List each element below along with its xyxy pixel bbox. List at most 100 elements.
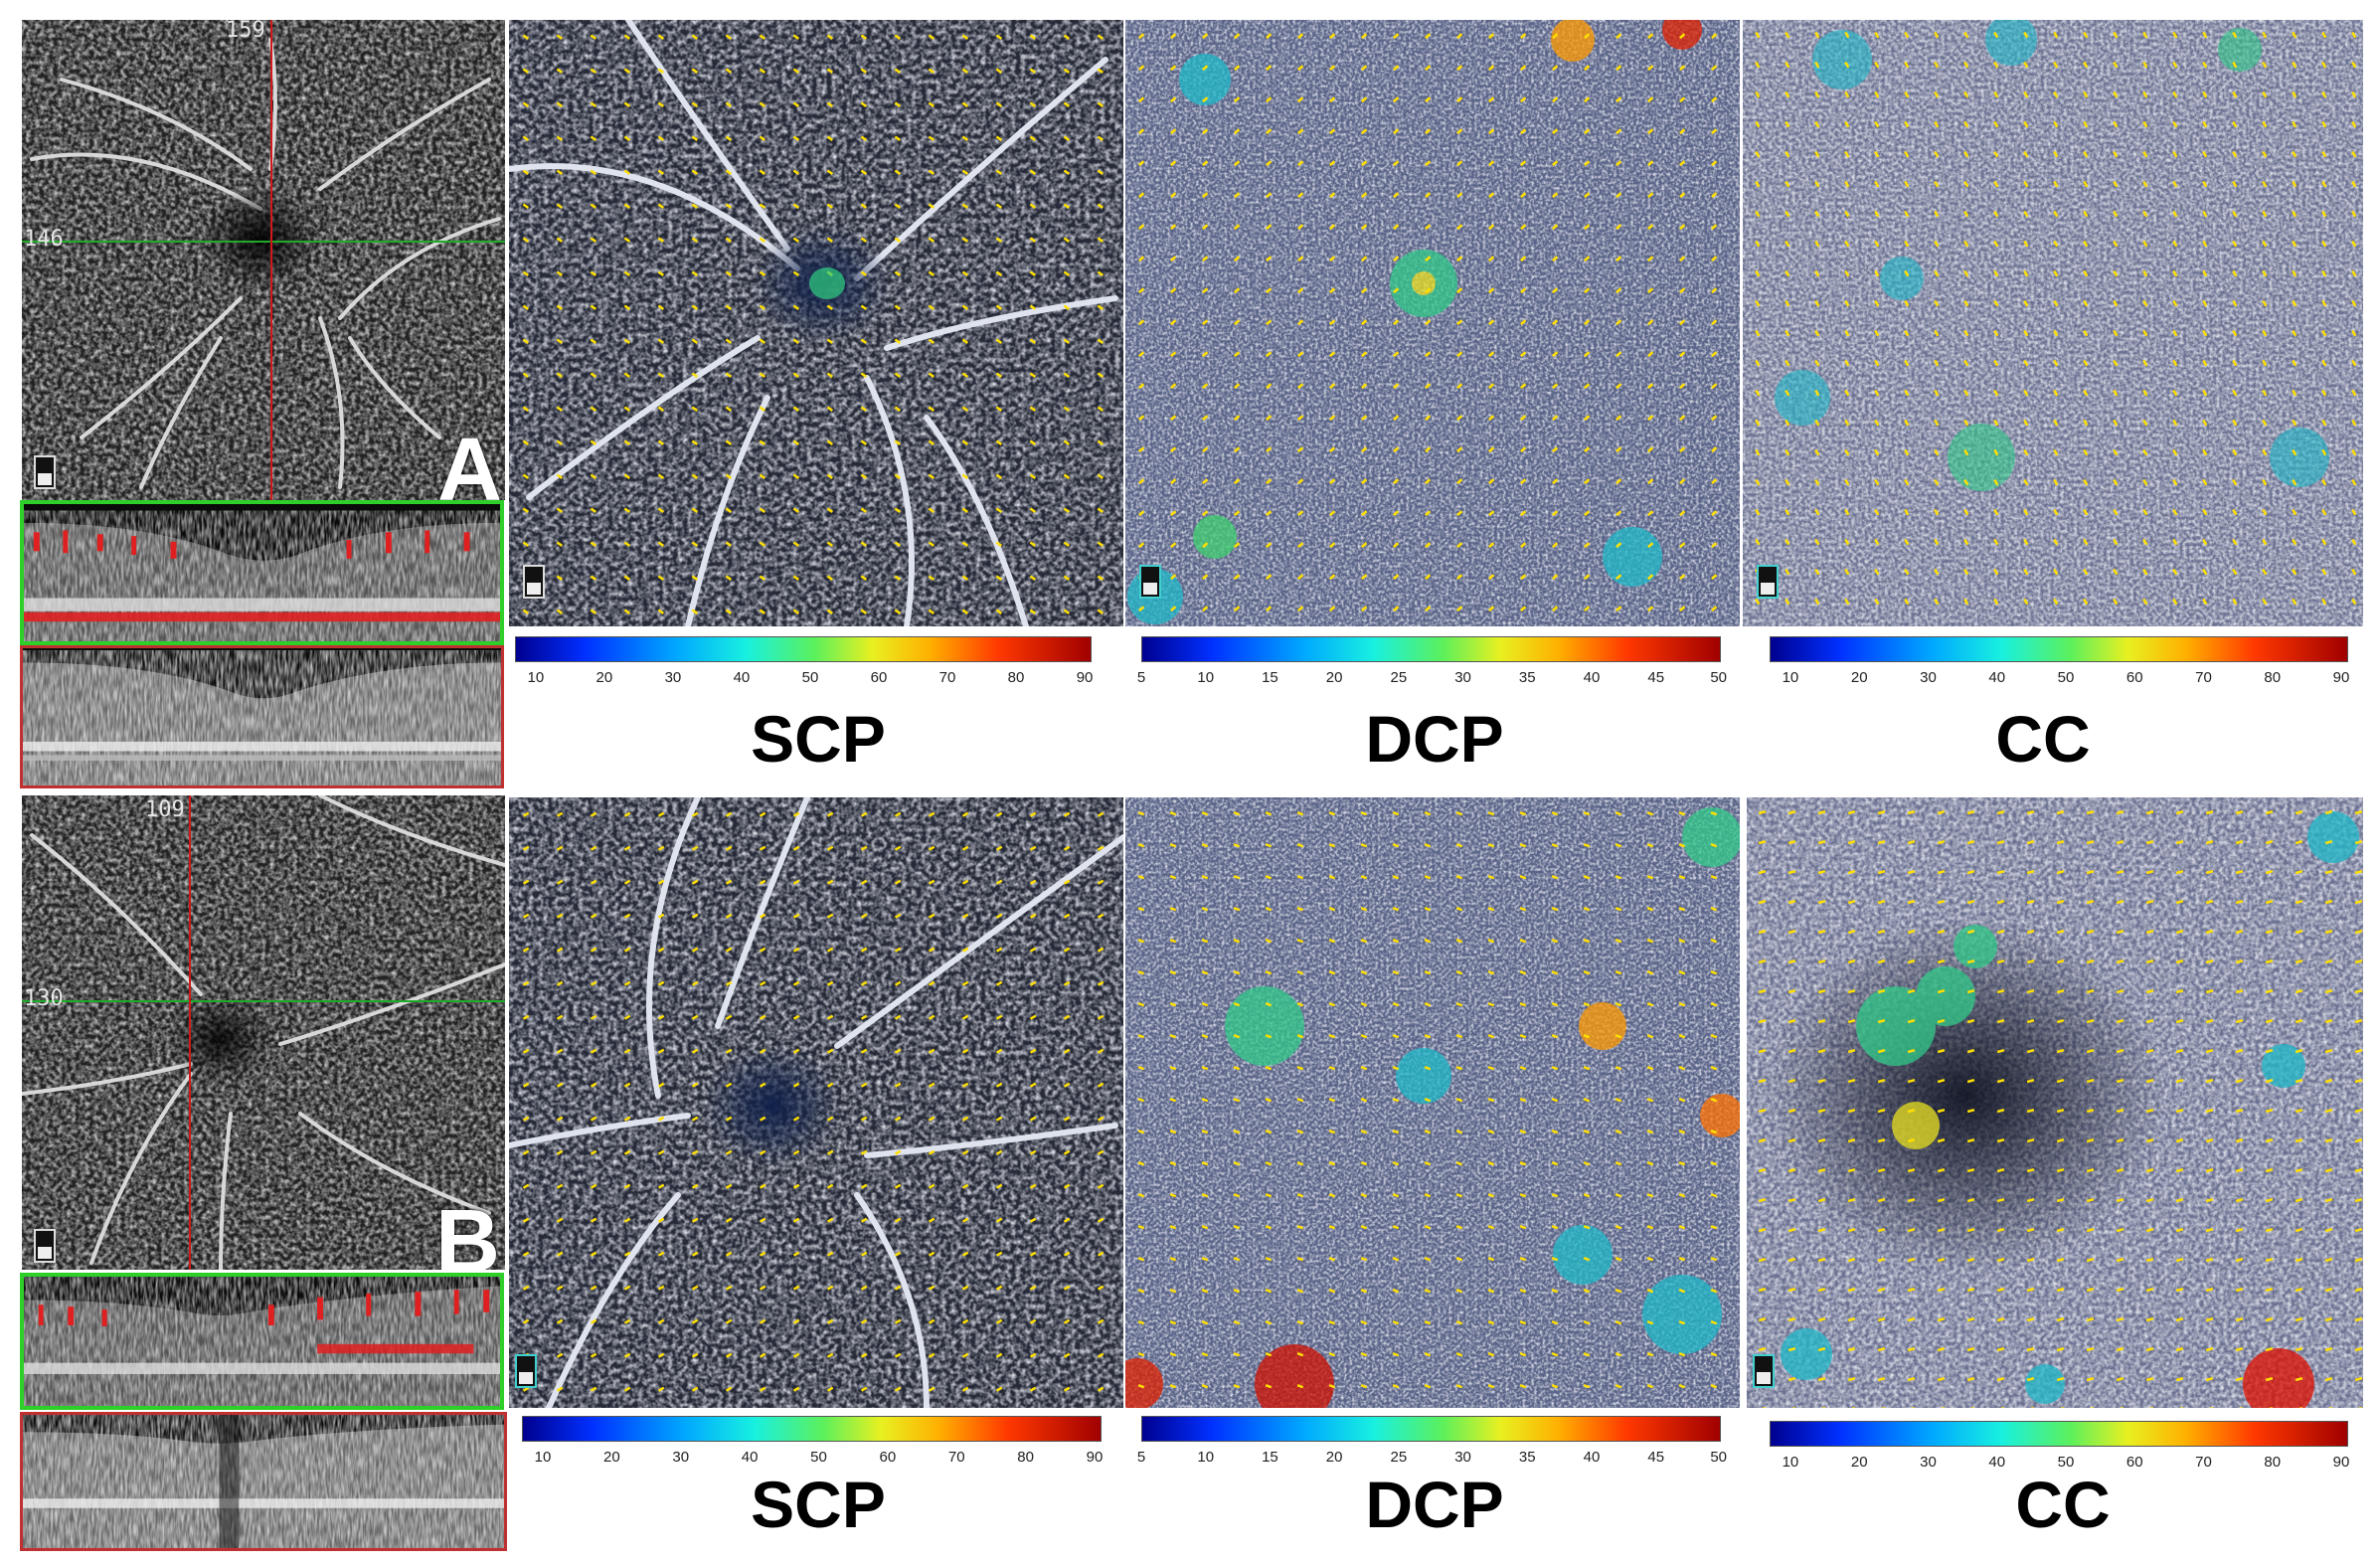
tick-label: 35 [1518, 1449, 1536, 1466]
tick-label: 25 [1390, 1449, 1408, 1466]
tick-label: 70 [947, 1449, 965, 1466]
octa-en-face-a: 159 146 A [22, 20, 505, 500]
tick-label: 90 [2332, 669, 2350, 686]
horizontal-position-line [22, 1000, 505, 1002]
tick-label: 30 [1454, 669, 1471, 686]
tick-label: 50 [2057, 669, 2075, 686]
layer-label-dcp: DCP [1365, 1468, 1504, 1541]
vessel-image-a [22, 20, 505, 500]
tick-label: 45 [1647, 669, 1665, 686]
layer-label-dcp: DCP [1365, 702, 1504, 776]
tick-label: 30 [672, 1449, 690, 1466]
tick-label: 20 [1325, 669, 1343, 686]
layer-label-cc: CC [2015, 1468, 2111, 1541]
scale-bar-icon [523, 565, 545, 599]
scp-map-b [509, 797, 1123, 1408]
dcp-vector-map-b [1125, 797, 1740, 1408]
tick-label: 40 [1988, 669, 2006, 686]
tick-label: 10 [1197, 1449, 1215, 1466]
scale-bar-icon [515, 1354, 537, 1388]
scale-bar-icon [1139, 565, 1161, 599]
layer-label-scp: SCP [751, 1468, 886, 1541]
octa-en-face-b: 109 130 B [22, 795, 505, 1270]
top-position-number: 109 [145, 797, 185, 822]
scp-vector-map-b [509, 797, 1123, 1408]
layer-label-scp: SCP [751, 702, 886, 776]
tick-label: 80 [2264, 1454, 2282, 1471]
tick-label: 50 [1710, 1449, 1727, 1466]
bscan-flow-b [20, 1273, 504, 1410]
dcp-map-b [1125, 797, 1740, 1408]
colorbar-cc-a [1770, 636, 2348, 662]
tick-label: 10 [1782, 669, 1799, 686]
tick-label: 30 [664, 669, 682, 686]
tick-label: 15 [1262, 669, 1278, 686]
scp-vector-map-a [509, 20, 1123, 626]
tick-label: 20 [1850, 1454, 1868, 1471]
tick-label: 30 [1454, 1449, 1471, 1466]
tick-label: 10 [1782, 1454, 1799, 1471]
panel-letter: B [435, 1192, 500, 1270]
scale-bar-icon [1757, 565, 1779, 599]
colorbar-ticks-dcp-b: 5 10 15 20 25 30 35 40 45 50 [1137, 1449, 1727, 1471]
cc-map-a [1743, 20, 2363, 626]
tick-label: 45 [1647, 1449, 1665, 1466]
tick-label: 10 [527, 669, 545, 686]
scp-map-a [509, 20, 1123, 626]
bscan-flow-a [20, 500, 504, 645]
tick-label: 30 [1920, 669, 1937, 686]
top-position-number: 159 [226, 20, 265, 43]
vessel-image-b [22, 795, 505, 1270]
tick-label: 40 [1583, 669, 1601, 686]
tick-label: 60 [2125, 669, 2143, 686]
colorbar-dcp-a [1141, 636, 1721, 662]
tick-label: 80 [2264, 669, 2282, 686]
colorbar-ticks-cc-b: 10 20 30 40 50 60 70 80 90 [1770, 1454, 2350, 1476]
tick-label: 40 [733, 669, 751, 686]
tick-label: 30 [1920, 1454, 1937, 1471]
colorbar-ticks-cc-a: 10 20 30 40 50 60 70 80 90 [1770, 669, 2350, 691]
tick-label: 10 [534, 1449, 552, 1466]
tick-label: 40 [741, 1449, 759, 1466]
colorbar-ticks-scp-b: 10 20 30 40 50 60 70 80 90 [522, 1449, 1104, 1471]
bscan-structure-b [20, 1412, 507, 1551]
colorbar-ticks-scp-a: 10 20 30 40 50 60 70 80 90 [515, 669, 1094, 691]
scale-bar-icon [34, 1229, 56, 1263]
tick-label: 5 [1136, 669, 1146, 686]
tick-label: 40 [1988, 1454, 2006, 1471]
cc-map-b [1747, 797, 2363, 1408]
tick-label: 70 [938, 669, 956, 686]
tick-label: 20 [595, 669, 613, 686]
bscan-structure-image-a [23, 662, 501, 785]
vertical-position-line [270, 20, 272, 500]
tick-label: 90 [1076, 669, 1094, 686]
cc-vector-map-b [1747, 797, 2363, 1408]
tick-label: 50 [801, 669, 819, 686]
cc-vector-map-a [1743, 20, 2363, 626]
bscan-flow-image-a [24, 522, 500, 641]
colorbar-cc-b [1770, 1421, 2348, 1447]
tick-label: 15 [1262, 1449, 1278, 1466]
tick-label: 25 [1390, 669, 1408, 686]
tick-label: 70 [2195, 669, 2212, 686]
tick-label: 50 [810, 1449, 827, 1466]
tick-label: 20 [1850, 669, 1868, 686]
colorbar-scp-b [522, 1416, 1102, 1442]
vertical-position-line [189, 795, 191, 1270]
scale-bar-icon [1753, 1354, 1775, 1388]
tick-label: 80 [1007, 669, 1025, 686]
horizontal-position-line [22, 241, 505, 243]
tick-label: 20 [603, 1449, 620, 1466]
colorbar-ticks-dcp-a: 5 10 15 20 25 30 35 40 45 50 [1137, 669, 1727, 691]
tick-label: 60 [2125, 1454, 2143, 1471]
dcp-map-a [1125, 20, 1740, 626]
scale-bar-icon [34, 455, 56, 489]
bscan-structure-a [20, 645, 504, 788]
panel-letter: A [437, 421, 502, 500]
colorbar-scp-a [515, 636, 1092, 662]
tick-label: 40 [1583, 1449, 1601, 1466]
dcp-vector-map-a [1125, 20, 1740, 626]
bscan-flow-image-b [24, 1286, 500, 1406]
tick-label: 90 [2332, 1454, 2350, 1471]
tick-label: 35 [1518, 669, 1536, 686]
